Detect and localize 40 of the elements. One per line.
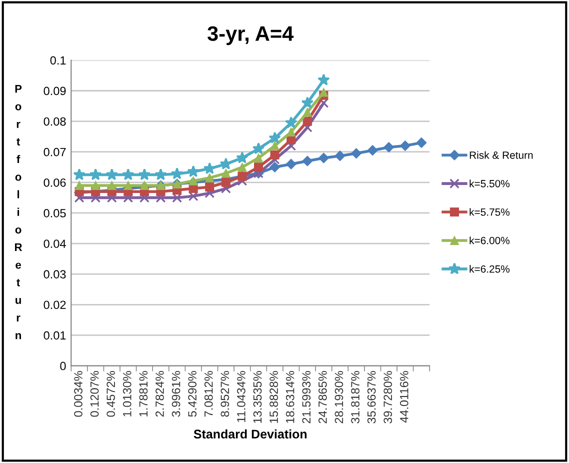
y-tick-label: 0.06 <box>44 178 66 187</box>
y-tick-label: 0 <box>60 362 66 370</box>
y-tick-label: 0.01 <box>44 331 66 340</box>
legend-label: Risk & Return <box>470 151 533 159</box>
x-tick-label: 1.7881% <box>139 371 148 416</box>
x-tick-label: 1.0130% <box>122 371 132 416</box>
y-tick-label: 0.08 <box>44 117 66 126</box>
x-tick-label: 39.7280% <box>384 371 392 424</box>
legend-label: k=6.25% <box>470 265 510 273</box>
legend-label: k=6.00% <box>470 236 510 244</box>
chart-title: 3-yr, A=4 <box>208 26 294 46</box>
x-tick-label: 24.7865% <box>318 371 327 424</box>
y-tick-label: 0.07 <box>44 148 66 156</box>
x-tick-label: 0.4572% <box>106 371 116 417</box>
x-tick-label: 15.8828% <box>270 371 278 423</box>
x-tick-label: 35.6637% <box>367 371 376 424</box>
x-tick-label: 13.3535% <box>253 371 262 423</box>
x-axis-title: Standard Deviation <box>194 429 307 439</box>
x-tick-label: 18.6314% <box>286 371 294 423</box>
x-tick-label: 5.4290% <box>188 371 196 417</box>
text: Portfolio Return <box>15 84 22 340</box>
y-tick-label: 0.03 <box>44 270 66 278</box>
x-tick-label: 0.0034% <box>74 371 82 417</box>
x-tick-label: 3.9961% <box>172 371 180 417</box>
x-tick-label: 2.7824% <box>156 371 164 417</box>
x-tick-label: 21.5993% <box>302 371 311 424</box>
y-tick-label: 0.04 <box>44 240 66 248</box>
legend-label: k=5.50% <box>470 180 510 188</box>
y-tick-label: 0.1 <box>50 56 66 65</box>
y-tick-label: 0.09 <box>44 86 66 96</box>
y-tick-label: 0.02 <box>44 300 66 310</box>
x-tick-label: 7.0812% <box>204 371 213 417</box>
x-tick-label: 28.1930% <box>334 371 344 424</box>
x-tick-label: 0.1207% <box>90 371 99 417</box>
x-tick-label: 31.8187% <box>351 371 360 424</box>
legend-label: k=5.75% <box>470 208 510 216</box>
x-tick-label: 44.0116% <box>400 371 408 423</box>
y-tick-label: 0.05 <box>44 209 66 218</box>
x-tick-label: 11.0434% <box>237 371 246 422</box>
x-tick-label: 8.9527% <box>220 371 230 417</box>
